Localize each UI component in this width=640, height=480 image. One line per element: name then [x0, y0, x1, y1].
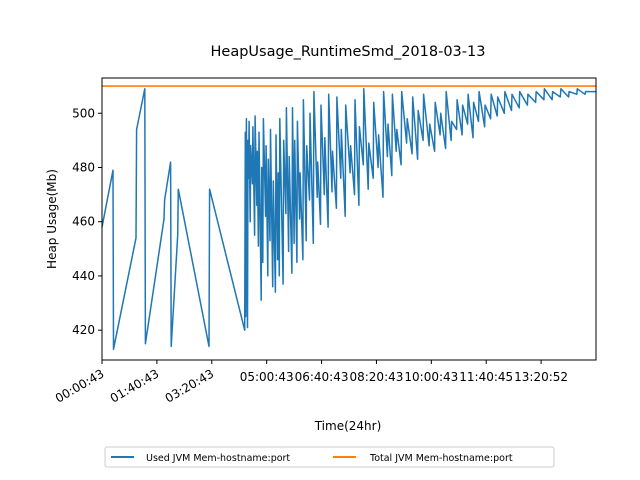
- legend-label-used-mem: Used JVM Mem-hostname:port: [146, 453, 290, 464]
- y-tick-label: 440: [72, 269, 95, 283]
- legend: Used JVM Mem-hostname:port Total JVM Mem…: [104, 446, 555, 468]
- x-tick-label: 11:40:45: [459, 370, 513, 384]
- y-tick-label: 480: [72, 160, 95, 174]
- legend-label-total-mem: Total JVM Mem-hostname:port: [369, 453, 513, 464]
- y-tick-label: 420: [72, 323, 95, 337]
- y-tick-label: 460: [72, 215, 95, 229]
- x-tick-label: 00:00:43: [53, 366, 107, 405]
- x-tick-label: 13:20:52: [514, 370, 568, 384]
- x-tick-label: 06:40:43: [295, 370, 349, 384]
- y-axis-label: Heap Usage(Mb): [45, 169, 59, 269]
- chart-title: HeapUsage_RuntimeSmd_2018-03-13: [211, 44, 486, 60]
- y-axis: 420 440 460 480 500: [72, 106, 102, 337]
- plot-area: [101, 77, 597, 361]
- x-axis-label: Time(24hr): [314, 419, 382, 433]
- x-tick-label: 01:40:43: [108, 366, 162, 405]
- x-axis: 00:00:43 01:40:43 03:20:43 05:00:43 06:40:43…: [53, 360, 568, 406]
- y-tick-label: 500: [72, 106, 95, 120]
- x-tick-label: 05:00:43: [240, 370, 294, 384]
- series-line-used-mem: [101, 88, 596, 350]
- plot-frame: [101, 77, 597, 361]
- series-layer: [101, 85, 596, 350]
- x-tick-label: 03:20:43: [163, 366, 217, 405]
- legend-frame: [104, 446, 555, 468]
- x-tick-label: 10:00:43: [404, 370, 458, 384]
- x-tick-label: 08:20:43: [349, 370, 403, 384]
